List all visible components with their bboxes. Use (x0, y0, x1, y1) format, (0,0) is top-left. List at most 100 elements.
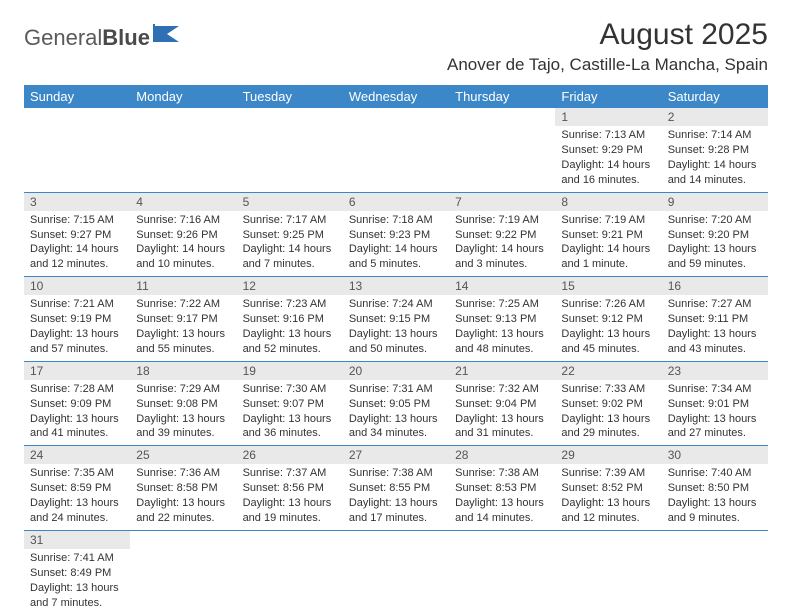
week-row: 24Sunrise: 7:35 AMSunset: 8:59 PMDayligh… (24, 446, 768, 531)
day-sunrise: Sunrise: 7:25 AM (455, 297, 549, 312)
day-number: 1 (555, 108, 661, 126)
day-cell: 3Sunrise: 7:15 AMSunset: 9:27 PMDaylight… (24, 192, 130, 277)
day-cell: 4Sunrise: 7:16 AMSunset: 9:26 PMDaylight… (130, 192, 236, 277)
day-daylight1: Daylight: 13 hours (243, 327, 337, 342)
day-daylight2: and 59 minutes. (668, 257, 762, 272)
day-daylight2: and 34 minutes. (349, 426, 443, 441)
day-sunset: Sunset: 8:53 PM (455, 481, 549, 496)
day-daylight2: and 14 minutes. (455, 511, 549, 526)
day-daylight1: Daylight: 14 hours (30, 242, 124, 257)
day-details: Sunrise: 7:19 AMSunset: 9:21 PMDaylight:… (555, 211, 661, 276)
day-sunset: Sunset: 8:56 PM (243, 481, 337, 496)
day-number: 6 (343, 193, 449, 211)
day-number: 24 (24, 446, 130, 464)
day-sunrise: Sunrise: 7:23 AM (243, 297, 337, 312)
day-number: 4 (130, 193, 236, 211)
day-details: Sunrise: 7:40 AMSunset: 8:50 PMDaylight:… (662, 464, 768, 529)
day-cell (237, 108, 343, 192)
day-cell (343, 530, 449, 614)
day-daylight2: and 57 minutes. (30, 342, 124, 357)
day-sunrise: Sunrise: 7:22 AM (136, 297, 230, 312)
day-sunset: Sunset: 9:07 PM (243, 397, 337, 412)
day-number: 31 (24, 531, 130, 549)
day-cell: 14Sunrise: 7:25 AMSunset: 9:13 PMDayligh… (449, 277, 555, 362)
day-daylight1: Daylight: 13 hours (30, 496, 124, 511)
location: Anover de Tajo, Castille-La Mancha, Spai… (447, 55, 768, 75)
day-cell: 10Sunrise: 7:21 AMSunset: 9:19 PMDayligh… (24, 277, 130, 362)
day-daylight2: and 29 minutes. (561, 426, 655, 441)
logo-text-2: Blue (102, 25, 150, 51)
day-cell: 1Sunrise: 7:13 AMSunset: 9:29 PMDaylight… (555, 108, 661, 192)
day-sunrise: Sunrise: 7:24 AM (349, 297, 443, 312)
day-daylight2: and 43 minutes. (668, 342, 762, 357)
month-title: August 2025 (447, 18, 768, 52)
day-sunrise: Sunrise: 7:30 AM (243, 382, 337, 397)
week-row: 3Sunrise: 7:15 AMSunset: 9:27 PMDaylight… (24, 192, 768, 277)
day-daylight1: Daylight: 13 hours (30, 327, 124, 342)
day-sunset: Sunset: 9:11 PM (668, 312, 762, 327)
day-cell: 8Sunrise: 7:19 AMSunset: 9:21 PMDaylight… (555, 192, 661, 277)
day-daylight1: Daylight: 14 hours (243, 242, 337, 257)
col-sunday: Sunday (24, 85, 130, 108)
day-sunrise: Sunrise: 7:32 AM (455, 382, 549, 397)
day-sunrise: Sunrise: 7:19 AM (561, 213, 655, 228)
day-number: 14 (449, 277, 555, 295)
day-daylight2: and 36 minutes. (243, 426, 337, 441)
day-sunrise: Sunrise: 7:38 AM (349, 466, 443, 481)
day-sunset: Sunset: 9:27 PM (30, 228, 124, 243)
day-sunrise: Sunrise: 7:34 AM (668, 382, 762, 397)
day-daylight1: Daylight: 13 hours (668, 327, 762, 342)
day-daylight1: Daylight: 14 hours (455, 242, 549, 257)
day-details: Sunrise: 7:26 AMSunset: 9:12 PMDaylight:… (555, 295, 661, 360)
day-daylight1: Daylight: 13 hours (349, 496, 443, 511)
header-row: Sunday Monday Tuesday Wednesday Thursday… (24, 85, 768, 108)
day-details: Sunrise: 7:24 AMSunset: 9:15 PMDaylight:… (343, 295, 449, 360)
day-sunset: Sunset: 9:08 PM (136, 397, 230, 412)
day-sunrise: Sunrise: 7:33 AM (561, 382, 655, 397)
day-daylight1: Daylight: 13 hours (455, 327, 549, 342)
day-sunset: Sunset: 9:19 PM (30, 312, 124, 327)
day-daylight2: and 7 minutes. (243, 257, 337, 272)
day-number: 3 (24, 193, 130, 211)
day-details: Sunrise: 7:35 AMSunset: 8:59 PMDaylight:… (24, 464, 130, 529)
day-cell: 28Sunrise: 7:38 AMSunset: 8:53 PMDayligh… (449, 446, 555, 531)
day-details: Sunrise: 7:23 AMSunset: 9:16 PMDaylight:… (237, 295, 343, 360)
day-sunset: Sunset: 9:17 PM (136, 312, 230, 327)
day-number: 18 (130, 362, 236, 380)
day-number: 17 (24, 362, 130, 380)
day-number: 19 (237, 362, 343, 380)
day-sunrise: Sunrise: 7:40 AM (668, 466, 762, 481)
day-number: 10 (24, 277, 130, 295)
day-daylight2: and 7 minutes. (30, 596, 124, 611)
day-details: Sunrise: 7:16 AMSunset: 9:26 PMDaylight:… (130, 211, 236, 276)
day-daylight1: Daylight: 13 hours (561, 327, 655, 342)
day-cell (130, 530, 236, 614)
day-daylight1: Daylight: 14 hours (561, 242, 655, 257)
day-daylight1: Daylight: 13 hours (30, 581, 124, 596)
day-daylight2: and 55 minutes. (136, 342, 230, 357)
day-details: Sunrise: 7:22 AMSunset: 9:17 PMDaylight:… (130, 295, 236, 360)
col-tuesday: Tuesday (237, 85, 343, 108)
day-daylight1: Daylight: 13 hours (243, 412, 337, 427)
week-row: 10Sunrise: 7:21 AMSunset: 9:19 PMDayligh… (24, 277, 768, 362)
day-details: Sunrise: 7:25 AMSunset: 9:13 PMDaylight:… (449, 295, 555, 360)
day-number: 25 (130, 446, 236, 464)
day-cell: 12Sunrise: 7:23 AMSunset: 9:16 PMDayligh… (237, 277, 343, 362)
day-daylight1: Daylight: 13 hours (668, 496, 762, 511)
day-sunrise: Sunrise: 7:29 AM (136, 382, 230, 397)
day-daylight2: and 39 minutes. (136, 426, 230, 441)
day-daylight1: Daylight: 13 hours (561, 496, 655, 511)
day-number: 26 (237, 446, 343, 464)
day-sunrise: Sunrise: 7:37 AM (243, 466, 337, 481)
day-daylight2: and 14 minutes. (668, 173, 762, 188)
week-row: 17Sunrise: 7:28 AMSunset: 9:09 PMDayligh… (24, 361, 768, 446)
day-number: 29 (555, 446, 661, 464)
day-sunset: Sunset: 9:20 PM (668, 228, 762, 243)
day-sunset: Sunset: 8:50 PM (668, 481, 762, 496)
day-daylight2: and 17 minutes. (349, 511, 443, 526)
day-daylight2: and 31 minutes. (455, 426, 549, 441)
day-daylight1: Daylight: 14 hours (349, 242, 443, 257)
col-saturday: Saturday (662, 85, 768, 108)
day-daylight2: and 48 minutes. (455, 342, 549, 357)
day-sunrise: Sunrise: 7:14 AM (668, 128, 762, 143)
